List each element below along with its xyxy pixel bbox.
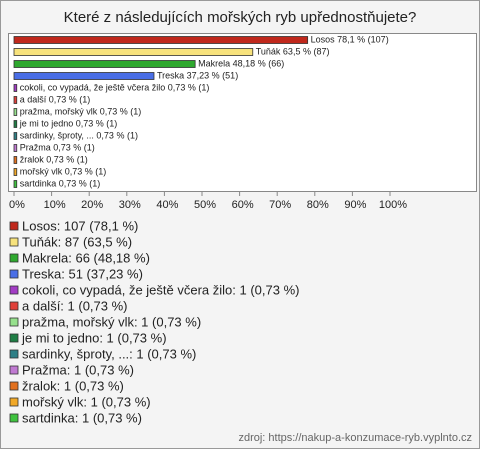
legend-label: Pražma: 1 (0,73 %)	[22, 362, 134, 377]
bar	[13, 84, 18, 92]
value-label: je mi to jedno 0,73 % (1)	[19, 118, 118, 128]
value-label: sartdinka 0,73 % (1)	[20, 178, 101, 188]
legend-swatch	[9, 381, 19, 391]
x-tick-label: 0%	[9, 199, 25, 211]
plot-frame	[8, 33, 477, 192]
legend-label: cokoli, co vypadá, že ještě včera žilo: …	[22, 282, 299, 297]
bar	[13, 36, 309, 44]
legend-label: sartdinka: 1 (0,73 %)	[22, 410, 142, 425]
legend-swatch	[9, 397, 19, 407]
x-tick-label: 70%	[269, 199, 291, 211]
legend-swatch	[9, 269, 19, 279]
legend-swatch	[9, 349, 19, 359]
value-label: cokoli, co vypadá, že ještě včera žilo 0…	[20, 82, 210, 92]
legend-label: sardinky, šproty, ...: 1 (0,73 %)	[22, 346, 196, 361]
legend-swatch	[9, 317, 19, 327]
bar	[13, 180, 18, 188]
x-tick-label: 80%	[307, 199, 329, 211]
value-label: Makrela 48,18 % (66)	[198, 58, 284, 68]
x-tick-label: 10%	[44, 199, 66, 211]
x-tick-label: 60%	[232, 199, 254, 211]
bar	[13, 96, 18, 104]
x-tick-label: 20%	[81, 199, 103, 211]
bar	[13, 168, 18, 176]
x-tick-label: 90%	[344, 199, 366, 211]
bar	[13, 108, 18, 116]
legend-label: Tuňák: 87 (63,5 %)	[22, 234, 132, 249]
bar	[13, 48, 254, 56]
bar	[13, 156, 18, 164]
value-label: Treska 37,23 % (51)	[157, 70, 238, 80]
value-label: Pražma 0,73 % (1)	[20, 142, 95, 152]
legend-label: pražma, mořský vlk: 1 (0,73 %)	[22, 314, 201, 329]
legend-swatch	[9, 365, 19, 375]
legend-swatch	[9, 253, 19, 263]
bar	[13, 60, 196, 68]
chart-title: Které z následujících mořských ryb upřed…	[64, 9, 417, 26]
legend-label: mořský vlk: 1 (0,73 %)	[22, 394, 151, 409]
legend-swatch	[9, 221, 19, 231]
legend-label: a další: 1 (0,73 %)	[22, 298, 128, 313]
legend-label: žralok: 1 (0,73 %)	[22, 378, 124, 393]
legend-swatch	[9, 285, 19, 295]
value-label: Losos 78,1 % (107)	[311, 34, 389, 44]
bar	[13, 120, 18, 128]
legend-label: Treska: 51 (37,23 %)	[22, 266, 143, 281]
value-label: sardinky, šproty, ... 0,73 % (1)	[20, 130, 138, 140]
legend-swatch	[9, 333, 19, 343]
legend-label: je mi to jedno: 1 (0,73 %)	[21, 330, 167, 345]
x-tick-label: 40%	[156, 199, 178, 211]
x-tick-label: 30%	[119, 199, 141, 211]
legend-label: Losos: 107 (78,1 %)	[22, 218, 138, 233]
x-tick-label: 100%	[379, 199, 407, 211]
legend-swatch	[9, 237, 19, 247]
source: zdroj: https://nakup-a-konzumace-ryb.vyp…	[238, 432, 472, 444]
value-label: mořský vlk 0,73 % (1)	[20, 166, 107, 176]
legend-swatch	[9, 413, 19, 423]
legend-label: Makrela: 66 (48,18 %)	[22, 250, 150, 265]
value-label: Tuňák 63,5 % (87)	[256, 46, 330, 56]
legend-swatch	[9, 301, 19, 311]
bar	[13, 144, 18, 152]
bar	[13, 72, 155, 80]
value-label: pražma, mořský vlk 0,73 % (1)	[20, 106, 142, 116]
bar	[13, 132, 18, 140]
x-tick-label: 50%	[194, 199, 216, 211]
value-label: a další 0,73 % (1)	[20, 94, 91, 104]
value-label: žralok 0,73 % (1)	[20, 154, 88, 164]
